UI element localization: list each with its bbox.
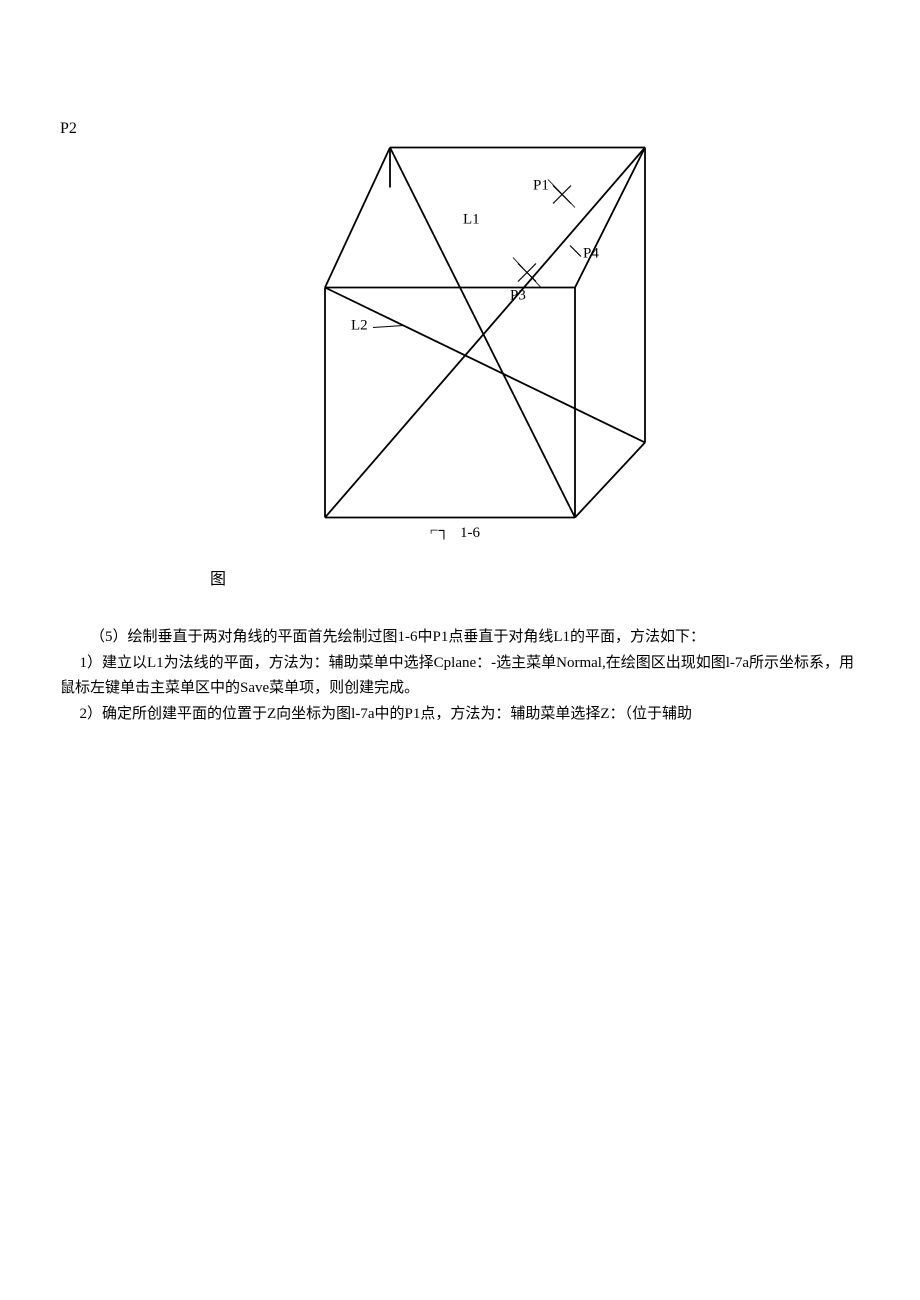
- label-l2: L2: [351, 318, 368, 334]
- figure-caption-mark: ⌐┐: [430, 523, 449, 540]
- paragraph-5-2: 2）确定所创建平面的位置于Z向坐标为图l-7a中的P1点，方法为：辅助菜单选择Z…: [60, 702, 860, 728]
- body-text: （5）绘制垂直于两对角线的平面首先绘制过图1-6中P1点垂直于对角线L1的平面，…: [60, 625, 860, 727]
- paragraph-5-1: 1）建立以L1为法线的平面，方法为：辅助菜单中选择Cplane：-选主菜单Nor…: [60, 651, 860, 702]
- figure-caption-number: 1-6: [460, 525, 480, 542]
- label-p3: P3: [510, 288, 526, 304]
- label-p1: P1: [533, 178, 549, 194]
- point-p1-marker: [548, 180, 575, 208]
- label-p4: P4: [583, 246, 599, 262]
- page-number-label: P2: [60, 120, 77, 138]
- label-l1: L1: [463, 212, 480, 228]
- figure-1-6: P1 L1 P4 P3 L2: [265, 135, 665, 540]
- figure-caption-prefix: 图: [210, 565, 226, 589]
- cube-diagram: P1 L1 P4 P3 L2: [265, 135, 665, 540]
- paragraph-5: （5）绘制垂直于两对角线的平面首先绘制过图1-6中P1点垂直于对角线L1的平面，…: [60, 625, 860, 651]
